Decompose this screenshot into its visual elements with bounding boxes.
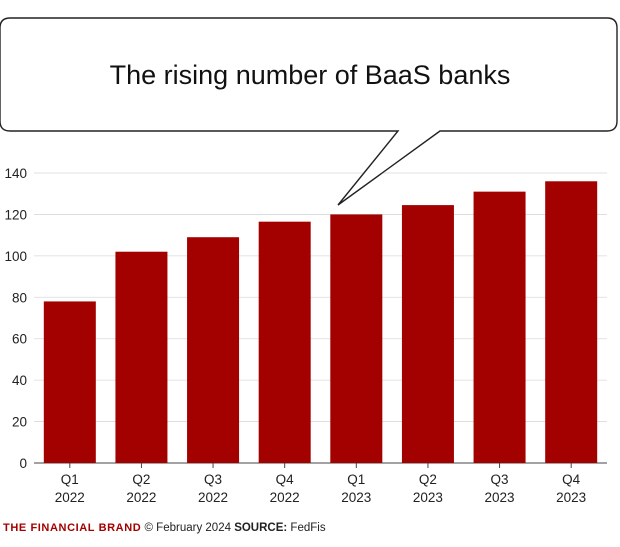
bars (43, 181, 598, 464)
bar (473, 191, 526, 463)
x-tick-label: Q1 2022 (55, 472, 85, 505)
bar (43, 301, 96, 463)
speech-bubble (0, 17, 618, 206)
y-tick-label: 100 (4, 249, 27, 264)
source-text: FedFis (290, 522, 326, 534)
x-tick-label: Q2 2023 (413, 472, 443, 505)
x-tick-label: Q4 2023 (556, 472, 586, 505)
bar (115, 251, 168, 463)
bar (330, 214, 383, 463)
title-callout: The rising number of BaaS banks (0, 17, 618, 206)
x-tick-label: Q4 2022 (270, 472, 300, 505)
chart-title: The rising number of BaaS banks (110, 60, 511, 90)
bar-chart: 0 20 40 60 80 100 120 140 Q1 2022 Q2 2022 Q3 2022 Q4 2… (0, 17, 618, 505)
brand-logo: THE FINANCIAL BRAND (3, 522, 142, 534)
y-tick-label: 120 (4, 207, 27, 222)
y-tick-label: 60 (12, 332, 27, 347)
bar (545, 181, 598, 464)
y-tick-label: 80 (12, 290, 27, 305)
y-tick-label: 20 (12, 415, 27, 430)
x-tick-label: Q1 2023 (341, 472, 371, 505)
y-tick-label: 140 (4, 166, 27, 181)
x-tick-label: Q3 2023 (485, 472, 515, 505)
y-tick-label: 40 (12, 373, 27, 388)
bar (258, 221, 311, 463)
bar (187, 237, 240, 463)
bar (401, 205, 454, 463)
credit-text: © February 2024 (144, 522, 231, 534)
x-axis-ticks: Q1 2022 Q2 2022 Q3 2022 Q4 2022 Q1 2023 Q2 2023 Q3 20… (55, 463, 586, 505)
source-label: SOURCE: (234, 522, 288, 534)
y-axis-ticks: 0 20 40 60 80 100 120 140 (4, 166, 27, 471)
footer: THE FINANCIAL BRAND © February 2024 SOUR… (3, 517, 617, 539)
x-tick-label: Q2 2022 (126, 472, 156, 505)
y-tick-label: 0 (19, 456, 27, 471)
x-tick-label: Q3 2022 (198, 472, 228, 505)
